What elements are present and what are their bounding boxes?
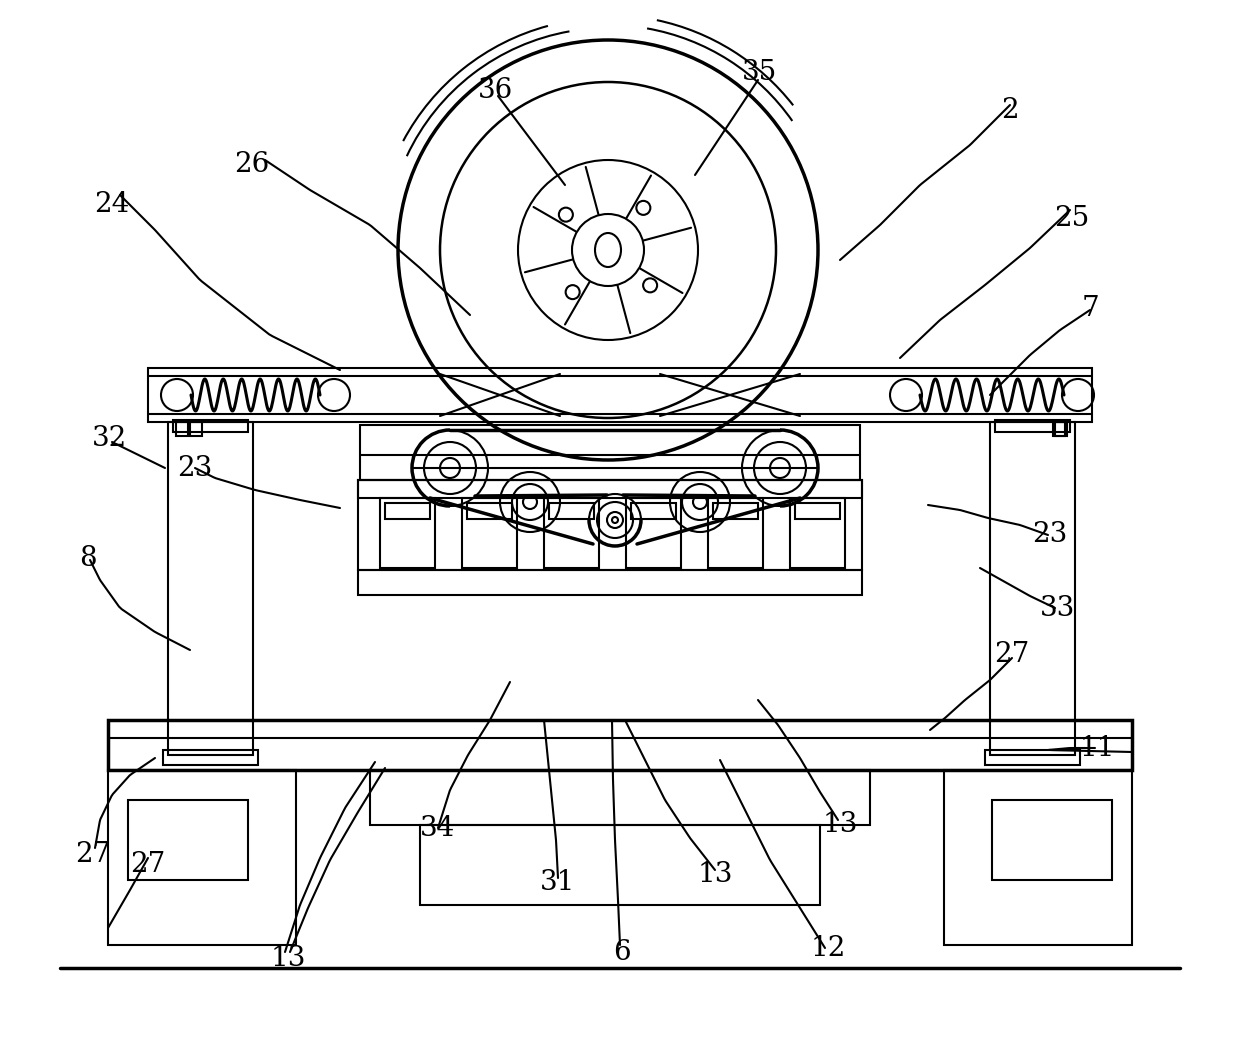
Bar — [162, 750, 258, 765]
Bar — [360, 425, 861, 480]
Bar — [1053, 422, 1065, 436]
Bar — [708, 498, 763, 568]
Text: 2: 2 — [1001, 96, 1019, 124]
Text: 35: 35 — [743, 59, 777, 87]
Bar — [992, 800, 1112, 880]
Text: 27: 27 — [130, 851, 166, 879]
Text: 23: 23 — [1033, 522, 1068, 548]
Bar — [148, 367, 1092, 422]
Text: 36: 36 — [477, 76, 512, 103]
Bar — [631, 503, 676, 518]
Bar — [795, 503, 839, 518]
Bar — [358, 480, 862, 570]
Bar — [467, 503, 512, 518]
Bar — [384, 503, 430, 518]
Text: 31: 31 — [541, 868, 575, 895]
Text: 25: 25 — [1054, 205, 1090, 231]
Bar — [990, 422, 1075, 755]
Bar — [174, 420, 248, 432]
Text: 13: 13 — [270, 944, 306, 972]
Text: 32: 32 — [92, 425, 128, 452]
Bar — [176, 422, 188, 436]
Bar — [944, 770, 1132, 945]
Bar — [128, 800, 248, 880]
Bar — [379, 498, 435, 568]
Text: 24: 24 — [94, 191, 130, 219]
Bar — [985, 750, 1080, 765]
Text: 27: 27 — [76, 842, 110, 868]
Bar — [190, 422, 202, 436]
Text: 12: 12 — [810, 935, 846, 962]
Text: 11: 11 — [1079, 735, 1115, 761]
Text: 13: 13 — [697, 862, 733, 888]
Bar — [358, 480, 862, 498]
Text: 34: 34 — [420, 814, 455, 842]
Bar — [167, 422, 253, 755]
Text: 27: 27 — [994, 641, 1029, 668]
Bar — [370, 770, 870, 825]
Bar — [358, 570, 862, 595]
Bar — [420, 825, 820, 905]
Bar — [790, 498, 844, 568]
Text: 8: 8 — [79, 545, 97, 571]
Bar — [626, 498, 681, 568]
Text: 7: 7 — [1081, 295, 1099, 321]
Bar — [463, 498, 517, 568]
Bar — [549, 503, 594, 518]
Bar — [1055, 422, 1066, 436]
Bar — [108, 720, 1132, 770]
Text: 6: 6 — [614, 939, 631, 965]
Text: 33: 33 — [1039, 595, 1075, 622]
Text: 13: 13 — [822, 811, 858, 838]
Bar — [713, 503, 758, 518]
Bar — [994, 420, 1070, 432]
Bar — [108, 770, 296, 945]
Text: 23: 23 — [177, 454, 212, 482]
Text: 26: 26 — [234, 151, 269, 178]
Bar — [544, 498, 599, 568]
